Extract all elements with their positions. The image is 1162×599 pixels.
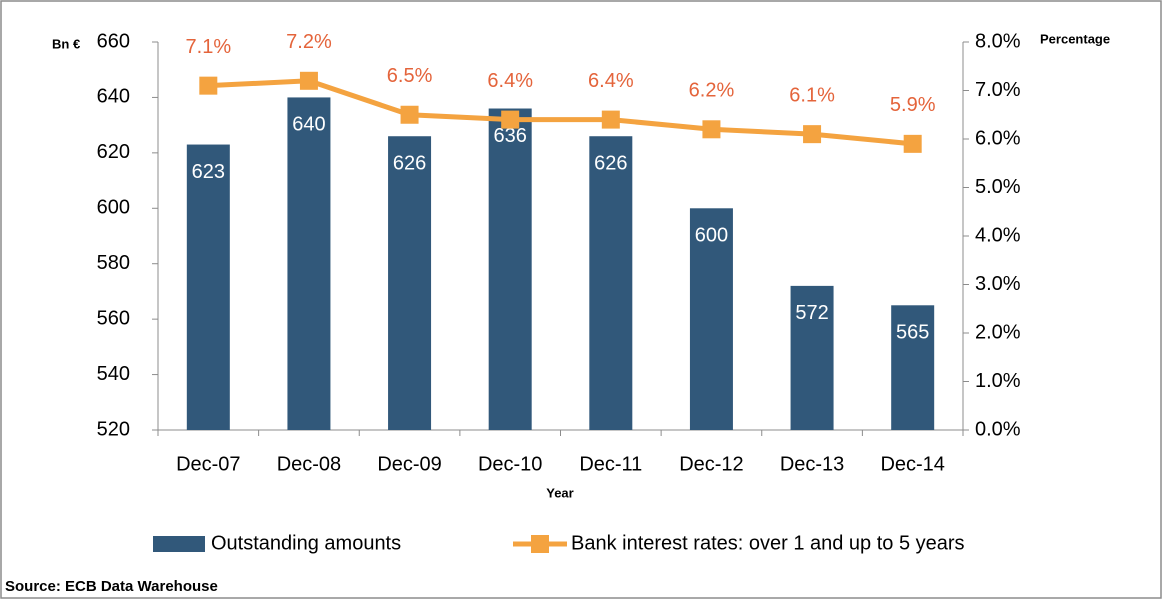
x-tick-label: Dec-12 bbox=[679, 453, 743, 475]
x-tick-label: Dec-14 bbox=[880, 453, 944, 475]
x-tick-label: Dec-13 bbox=[780, 453, 844, 475]
marker bbox=[299, 71, 318, 90]
y2-tick-label: 7.0% bbox=[975, 79, 1021, 101]
source: Source: ECB Data Warehouse bbox=[5, 578, 218, 595]
line-label: 6.2% bbox=[689, 80, 735, 102]
x-tick-label: Dec-11 bbox=[579, 453, 642, 475]
marker bbox=[400, 105, 419, 124]
x-tick-label: Dec-07 bbox=[176, 453, 240, 475]
y-tick-label: 600 bbox=[97, 197, 130, 219]
y-tick-label: 660 bbox=[97, 30, 130, 52]
y2-tick-label: 6.0% bbox=[975, 127, 1021, 149]
marker bbox=[803, 125, 822, 144]
y-tick-label: 580 bbox=[97, 252, 130, 274]
y2-tick-label: 0.0% bbox=[975, 418, 1021, 440]
bar-label: 572 bbox=[795, 302, 828, 324]
line-label: 6.4% bbox=[588, 70, 634, 92]
marker bbox=[501, 110, 520, 129]
marker bbox=[903, 134, 922, 153]
bar-label: 623 bbox=[192, 161, 225, 183]
legend-swatch bbox=[153, 536, 205, 552]
line-label: 7.2% bbox=[286, 31, 332, 53]
bar bbox=[388, 136, 432, 430]
legend-swatch bbox=[531, 535, 549, 553]
y2-tick-label: 4.0% bbox=[975, 224, 1021, 246]
bar bbox=[488, 108, 532, 430]
legend-label: Outstanding amounts bbox=[211, 532, 401, 554]
bar bbox=[589, 136, 633, 430]
marker bbox=[199, 76, 218, 95]
line-label: 6.1% bbox=[789, 84, 835, 106]
x-tick-label: Dec-09 bbox=[377, 453, 441, 475]
y2-tick-label: 5.0% bbox=[975, 176, 1021, 198]
bar-label: 565 bbox=[896, 322, 929, 344]
bar-label: 636 bbox=[494, 125, 527, 147]
bar bbox=[790, 285, 834, 430]
y-tick-label: 560 bbox=[97, 307, 130, 329]
y2-tick-label: 8.0% bbox=[975, 30, 1021, 52]
y-tick-label: 520 bbox=[97, 418, 130, 440]
y2-tick-label: 2.0% bbox=[975, 321, 1021, 343]
y-axis-title: Bn € bbox=[52, 36, 80, 51]
legend-label: Bank interest rates: over 1 and up to 5 … bbox=[571, 532, 965, 554]
y-tick-label: 620 bbox=[97, 141, 130, 163]
bar bbox=[689, 208, 733, 430]
y2-tick-label: 1.0% bbox=[975, 370, 1021, 392]
bar bbox=[186, 144, 230, 431]
bar-label: 626 bbox=[594, 153, 627, 175]
line bbox=[208, 78, 913, 147]
bar bbox=[891, 305, 935, 430]
x-axis-title: Year bbox=[546, 485, 573, 500]
bar-label: 640 bbox=[292, 114, 325, 136]
y-tick-label: 640 bbox=[97, 86, 130, 108]
bar-label: 600 bbox=[695, 225, 728, 247]
line-label: 6.5% bbox=[387, 65, 433, 87]
y-tick-label: 540 bbox=[97, 363, 130, 385]
line-label: 5.9% bbox=[890, 94, 936, 116]
line-label: 6.4% bbox=[487, 70, 533, 92]
x-tick-label: Dec-10 bbox=[478, 453, 542, 475]
y2-axis-title: Percentage bbox=[1040, 31, 1110, 46]
bar-label: 626 bbox=[393, 153, 426, 175]
marker bbox=[601, 110, 620, 129]
marker bbox=[702, 120, 721, 139]
bar bbox=[287, 97, 331, 430]
y2-tick-label: 3.0% bbox=[975, 273, 1021, 295]
line-label: 7.1% bbox=[186, 36, 232, 58]
x-tick-label: Dec-08 bbox=[277, 453, 341, 475]
